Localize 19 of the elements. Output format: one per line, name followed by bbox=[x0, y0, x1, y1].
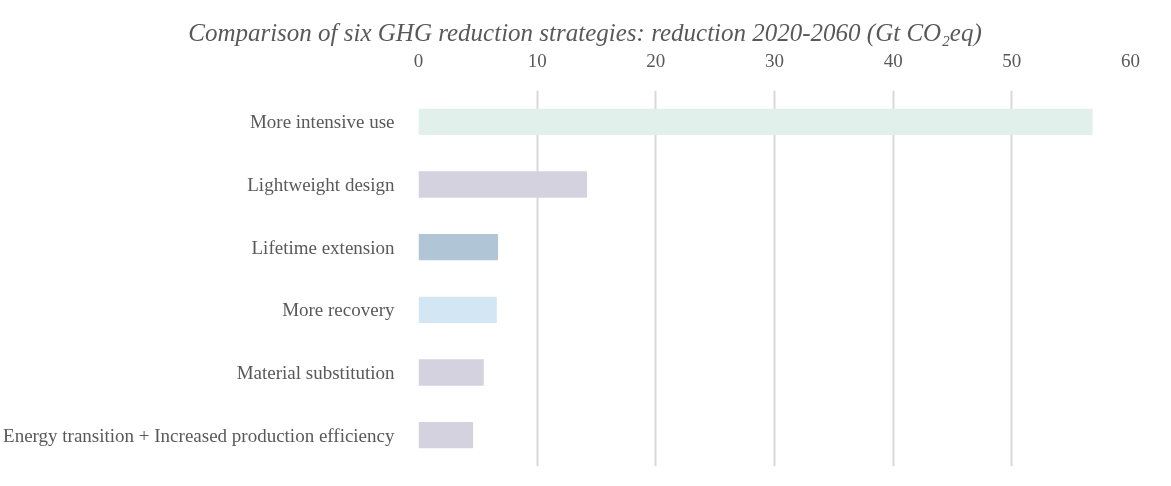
x-tick-label: 30 bbox=[765, 49, 784, 71]
bar bbox=[418, 296, 497, 323]
x-tick-label: 0 bbox=[413, 49, 424, 71]
x-tick-label: 20 bbox=[646, 49, 666, 71]
bar bbox=[418, 359, 484, 386]
chart-title: Comparison of six GHG reduction strategies: reduction 2020-2060 (Gt CO₂eq) bbox=[188, 18, 982, 49]
y-tick-label: More intensive use bbox=[249, 111, 395, 133]
x-tick-label: 50 bbox=[1002, 49, 1022, 71]
bar bbox=[418, 422, 474, 449]
x-tick-label: 10 bbox=[527, 49, 547, 71]
y-tick-label: More recovery bbox=[282, 299, 395, 321]
y-tick-label: Energy transition + Increased production efficiency bbox=[3, 424, 395, 446]
bar bbox=[418, 234, 499, 261]
bar bbox=[418, 108, 1093, 135]
x-tick-label: 40 bbox=[883, 49, 903, 71]
y-tick-label: Lifetime extension bbox=[251, 236, 395, 258]
x-tick-label: 60 bbox=[1121, 49, 1140, 71]
y-tick-label: Lightweight design bbox=[247, 174, 395, 195]
y-tick-label: Material substitution bbox=[236, 362, 395, 383]
